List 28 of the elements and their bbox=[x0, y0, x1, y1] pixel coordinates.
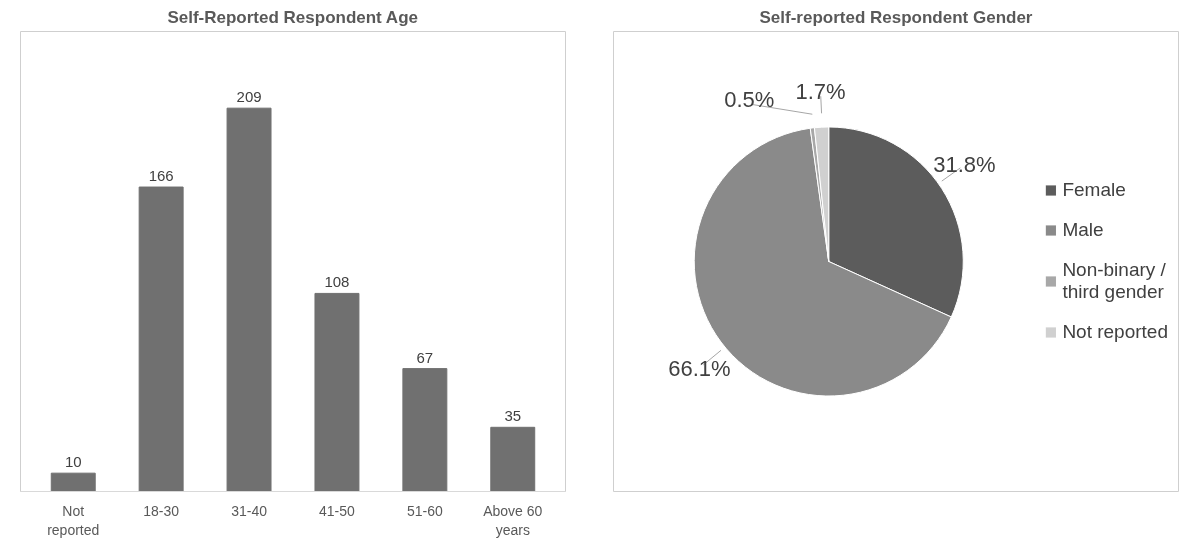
x-tick-label: 41-50 bbox=[319, 502, 356, 519]
legend-label: Not reported bbox=[1062, 321, 1168, 343]
bar bbox=[402, 368, 448, 492]
data-label: 10 bbox=[64, 453, 82, 471]
bar bbox=[490, 426, 536, 492]
data-label: 31.8% bbox=[933, 152, 996, 178]
x-tick-label: 18-30 bbox=[143, 502, 180, 519]
data-label: 35 bbox=[504, 407, 522, 425]
data-label: 166 bbox=[148, 167, 174, 185]
chart-title: Self-reported Respondent Gender bbox=[759, 7, 1033, 27]
data-label: 0.5% bbox=[724, 87, 775, 113]
data-label: 108 bbox=[324, 273, 350, 291]
x-tick-label: 51-60 bbox=[406, 502, 443, 519]
bar bbox=[138, 186, 184, 492]
bar bbox=[226, 107, 272, 492]
data-label: 209 bbox=[236, 88, 262, 106]
bar bbox=[314, 292, 360, 492]
data-label: 67 bbox=[416, 348, 434, 366]
legend-label: Female bbox=[1062, 179, 1126, 201]
x-tick-label: 31-40 bbox=[231, 502, 268, 519]
data-label: 1.7% bbox=[795, 78, 846, 104]
legend-label: Male bbox=[1062, 219, 1104, 241]
x-tick-label: Not reported bbox=[47, 502, 100, 538]
chart-title: Self-Reported Respondent Age bbox=[167, 7, 418, 27]
x-tick-label: Above 60 years bbox=[483, 502, 543, 538]
bar bbox=[50, 472, 96, 492]
legend-label: Non-binary / third gender bbox=[1062, 259, 1166, 303]
data-label: 66.1% bbox=[668, 355, 731, 381]
